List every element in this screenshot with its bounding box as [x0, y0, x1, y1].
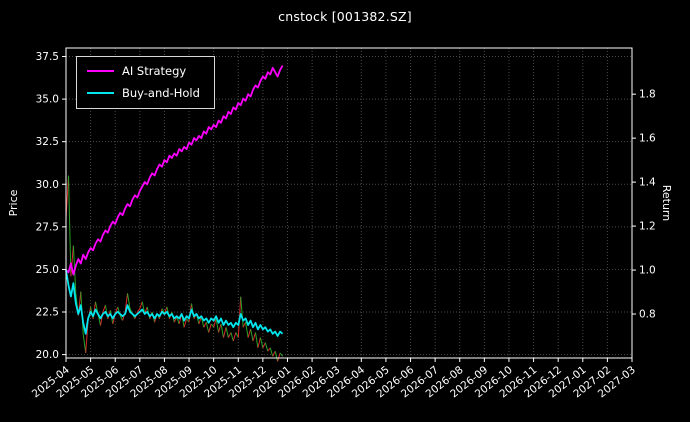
price-line-segment [259, 337, 264, 348]
buy-and-hold-line-swatch [87, 92, 114, 94]
price-line-segment [198, 316, 202, 325]
price-line-segment [82, 334, 87, 353]
price-line-segment [183, 318, 188, 328]
price-line-segment [173, 316, 178, 323]
price-line-segment [200, 316, 205, 328]
ai-strategy-line [65, 65, 284, 276]
left-y-tick-label: 32.5 [36, 136, 59, 148]
price-line-segment [218, 323, 222, 333]
price-line-segment [240, 296, 244, 328]
price-line-segment [252, 332, 256, 342]
price-line-segment [272, 350, 276, 357]
price-line-segment [119, 315, 124, 321]
legend-label-buy-and-hold: Buy-and-Hold [122, 86, 200, 100]
price-line-segment [255, 332, 259, 348]
price-line-segment [274, 351, 279, 362]
price-line-segment [242, 321, 247, 328]
price-line-segment [264, 342, 269, 352]
price-line-segment [232, 332, 237, 342]
price-line-segment [102, 305, 106, 313]
left-y-tick-label: 27.5 [36, 221, 59, 233]
right-y-tick-label: 1.8 [639, 89, 656, 101]
price-line-segment [279, 352, 284, 357]
left-y-tick-label: 22.5 [36, 307, 59, 319]
price-line-segment [223, 327, 227, 338]
price-line-segment [127, 293, 131, 309]
price-line-segment [205, 322, 210, 333]
plot-border [65, 47, 633, 359]
price-line-segment [136, 308, 141, 313]
legend-item-buy-and-hold: Buy-and-Hold [87, 86, 200, 100]
price-line-segment [176, 316, 180, 325]
price-line-segment [220, 323, 224, 338]
price-line-segment [215, 318, 220, 333]
left-y-tick-label: 20.0 [36, 349, 59, 361]
price-line-segment [139, 301, 143, 309]
price-line-segment [124, 293, 128, 313]
right-y-tick-label: 0.8 [639, 309, 656, 321]
price-line-segment [208, 323, 212, 333]
price-line-segment [250, 328, 254, 342]
ai-strategy-line-swatch [87, 70, 114, 72]
price-line-segment [230, 332, 234, 342]
price-line-segment [267, 347, 271, 352]
chart-title: cnstock [001382.SZ] [278, 9, 412, 24]
price-line-segment [257, 337, 261, 348]
left-y-tick-label: 35.0 [36, 94, 59, 106]
right-y-tick-label: 1.0 [639, 265, 656, 277]
right-y-tick-label: 1.6 [639, 133, 656, 145]
price-line-segment [262, 342, 266, 349]
price-line-segment [70, 245, 74, 277]
price-line-segment [227, 332, 232, 338]
price-line-segment [277, 352, 281, 362]
price-line-segment [210, 323, 215, 328]
price-line-segment [203, 321, 207, 328]
price-line-segment [68, 175, 72, 277]
left-y-tick-label: 37.5 [36, 51, 59, 63]
left-y-tick-label: 30.0 [36, 179, 59, 191]
price-line-segment [247, 328, 252, 338]
legend-item-ai-strategy: AI Strategy [87, 64, 200, 78]
left-y-tick-label: 25.0 [36, 264, 59, 276]
legend-label-ai-strategy: AI Strategy [122, 64, 187, 78]
right-y-tick-label: 1.4 [639, 177, 656, 189]
price-line-segment [213, 318, 217, 328]
price-line-segment [225, 327, 229, 338]
price-line-segment [245, 322, 249, 338]
legend: AI Strategy Buy-and-Hold [76, 56, 215, 109]
buy-and-hold-line [65, 269, 284, 337]
price-line-segment [269, 347, 274, 357]
right-y-tick-label: 1.2 [639, 221, 656, 233]
